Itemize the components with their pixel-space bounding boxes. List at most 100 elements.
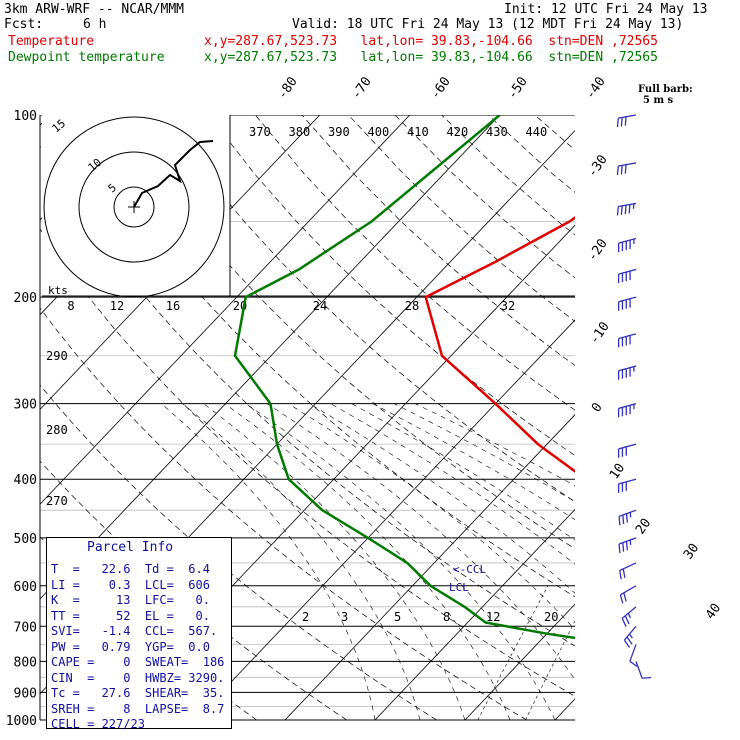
moist-adiabat-line [372, 403, 575, 520]
mixing-ratio-label: 5 [394, 610, 401, 624]
parcel-info-panel: Parcel Info T = 22.6 Td = 6.4 LI = 0.3 L… [46, 537, 232, 731]
parcel-row: K = 13 LFC= 0. [51, 593, 210, 607]
wind-barb-flag [625, 513, 628, 523]
wind-barb-staff [618, 365, 637, 372]
wind-barb-flag [616, 118, 619, 128]
pressure-tick-label: 700 [14, 620, 37, 635]
wind-barb [617, 268, 637, 284]
wind-barb-flag [618, 516, 621, 526]
wind-barb [617, 296, 637, 311]
dry-adiabat-line [40, 228, 575, 697]
theta-label: 380 [289, 125, 311, 139]
height-label: 280 [46, 423, 68, 437]
isotherm-label: -60 [428, 74, 454, 102]
hodograph-ring [78, 151, 190, 263]
hodograph-ring [43, 116, 225, 298]
parcel-row: CAPE = 0 SWEAT= 186 [51, 655, 225, 669]
wind-barb-flag [622, 514, 625, 525]
isotherm-label: -20 [585, 236, 611, 264]
isotherm-label: 10 [607, 461, 628, 482]
wind-barb [617, 237, 637, 253]
wind-barb-staff [635, 661, 643, 679]
height-label: 270 [46, 494, 68, 508]
wind-barb [618, 537, 637, 554]
wind-barb-flag [627, 613, 631, 619]
pressure-tick-label: 1000 [6, 714, 37, 729]
hodograph-trace [133, 140, 214, 208]
parcel-row: TT = 52 EL = 0. [51, 609, 210, 623]
wind-barb-staff [620, 585, 637, 596]
mixing-ratio-label: 12 [486, 610, 500, 624]
wind-barb-flag [616, 206, 619, 216]
moist-adiabat-line [288, 403, 575, 631]
wind-barb-flag [618, 543, 621, 554]
pressure-tick-label: 100 [14, 109, 37, 124]
wind-barb-flag [616, 165, 619, 176]
legend-dewpoint-name: Dewpoint temperature [8, 50, 165, 65]
barb-legend-line1: Full barb: [638, 84, 693, 95]
isotherm-label: -40 [583, 74, 609, 102]
hodograph-units-label: kts [48, 284, 68, 297]
wind-barb-flag [621, 618, 627, 627]
wind-barb-flag [628, 633, 633, 639]
dry-adiabat-line [534, 115, 575, 151]
wind-barb-flag [624, 615, 630, 625]
isotherm-line [464, 603, 575, 720]
wind-barb-staff [618, 296, 637, 303]
isotherm-line [554, 698, 575, 720]
wind-barb-flag [629, 660, 638, 668]
height-label: 290 [46, 349, 68, 363]
temperature-line [424, 216, 575, 473]
annotations: <-CCL LCL [449, 563, 486, 594]
wind-barb-flag [622, 568, 626, 578]
isotherm-line [40, 115, 501, 600]
hodograph-speed-label: 12 [110, 299, 124, 313]
wind-barb [617, 403, 637, 418]
moist-adiabat-line [394, 403, 575, 503]
parcel-row: CELL = 227/23 [51, 717, 145, 731]
dry-adiabat-line [208, 115, 575, 456]
mixing-ratio-line [477, 585, 549, 720]
isotherm-label: -50 [505, 74, 531, 102]
dry-adiabat-line [394, 115, 575, 279]
wind-barb-flag [620, 117, 623, 127]
moist-adiabat-line [224, 403, 511, 720]
wind-barb-staff [618, 333, 637, 340]
mixing-ratio-label: 20 [544, 610, 558, 624]
dry-adiabat-line [255, 115, 575, 411]
wind-barb-flag [620, 165, 623, 175]
pressure-tick-label: 300 [14, 398, 37, 413]
dry-adiabat-line [161, 115, 575, 503]
valid-time: Valid: 18 UTC Fri 24 May 13 (12 MDT Fri … [292, 17, 684, 32]
parcel-row: SVI= -1.4 CCL= 567. [51, 624, 218, 638]
wind-barb [635, 661, 652, 679]
isotherm-line [40, 115, 411, 505]
legend-temperature-name: Temperature [8, 34, 95, 49]
parcel-info-title: Parcel Info [87, 540, 174, 555]
wind-barb-flag [619, 594, 624, 604]
wind-barb-staff [623, 625, 637, 641]
pressure-tick-label: 800 [14, 655, 37, 670]
isotherm-label: -70 [349, 74, 375, 102]
wind-barb-staff [618, 537, 637, 545]
moist-adiabat-line [351, 403, 575, 541]
dry-adiabat-line [581, 115, 740, 720]
moist-adiabat-line [245, 403, 556, 720]
wind-barb [621, 606, 637, 627]
mixing-ratio-label: 2 [302, 610, 309, 624]
wind-barb-staff [618, 162, 637, 167]
theta-label: 410 [407, 125, 429, 139]
moist-adiabat-line [203, 403, 466, 720]
hodograph-speed-label: 32 [501, 299, 515, 313]
wind-barb-staff [618, 478, 637, 485]
mixing-ratio-line [589, 586, 653, 720]
init-time: Init: 12 UTC Fri 24 May 13 [504, 2, 708, 17]
wind-barb [619, 562, 637, 580]
wind-barb [629, 644, 638, 668]
theta-label: 420 [447, 125, 469, 139]
dry-adiabat-line [628, 115, 740, 720]
hodograph-speed-label: 8 [67, 299, 74, 313]
wind-barb [618, 509, 637, 526]
hodograph-speed-label: 24 [313, 299, 327, 313]
